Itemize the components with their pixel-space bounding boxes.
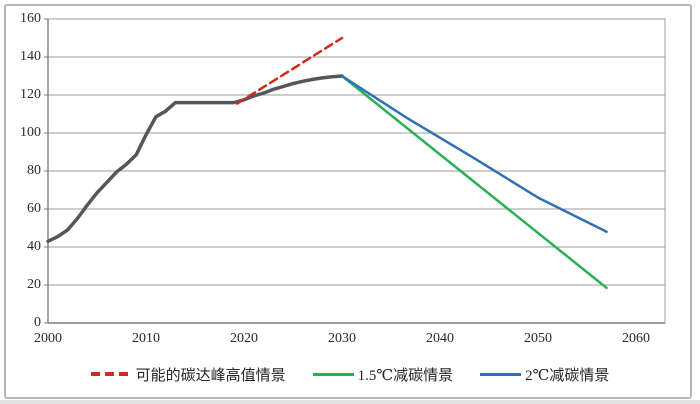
x-axis-label: 2000: [34, 331, 62, 346]
page-bottom-strip: [0, 400, 700, 404]
blue-line-sample: [480, 372, 522, 376]
series-line-peak-high-scenario: [235, 36, 344, 105]
legend-item-2c-scenario: 2℃减碳情景: [480, 364, 609, 385]
legend-label: 2℃减碳情景: [525, 367, 610, 384]
y-axis-label: 100: [20, 125, 41, 140]
series-line-scenario-2c: [340, 74, 608, 234]
green-line-sample: [312, 372, 354, 376]
series-line-scenario-1p5c: [340, 74, 608, 290]
y-axis-label: 140: [20, 49, 41, 64]
y-axis-label: 160: [20, 11, 41, 26]
x-axis-label: 2050: [524, 331, 552, 346]
y-axis-label: 120: [20, 87, 41, 102]
series-line-historical: [46, 74, 344, 244]
red-dashed-line-sample: [90, 372, 132, 376]
legend-label: 可能的碳达峰高值情景: [135, 367, 286, 384]
y-axis-label: 40: [27, 239, 41, 254]
legend: 可能的碳达峰高值情景 1.5℃减碳情景 2℃减碳情景: [0, 362, 700, 386]
legend-label: 1.5℃减碳情景: [357, 367, 454, 384]
chart-frame: [4, 4, 692, 399]
x-axis-label: 2020: [230, 331, 258, 346]
legend-item-1p5c-scenario: 1.5℃减碳情景: [312, 364, 454, 385]
y-axis-label: 60: [27, 201, 41, 216]
y-axis-label: 80: [27, 163, 41, 178]
x-axis-label: 2030: [328, 331, 356, 346]
legend-item-peak-high-scenario: 可能的碳达峰高值情景: [90, 364, 286, 385]
x-axis-label: 2010: [132, 331, 160, 346]
y-axis-label: 20: [27, 277, 41, 292]
x-axis-label: 2040: [426, 331, 454, 346]
y-axis-label: 0: [34, 315, 41, 330]
x-axis-label: 2060: [622, 331, 650, 346]
